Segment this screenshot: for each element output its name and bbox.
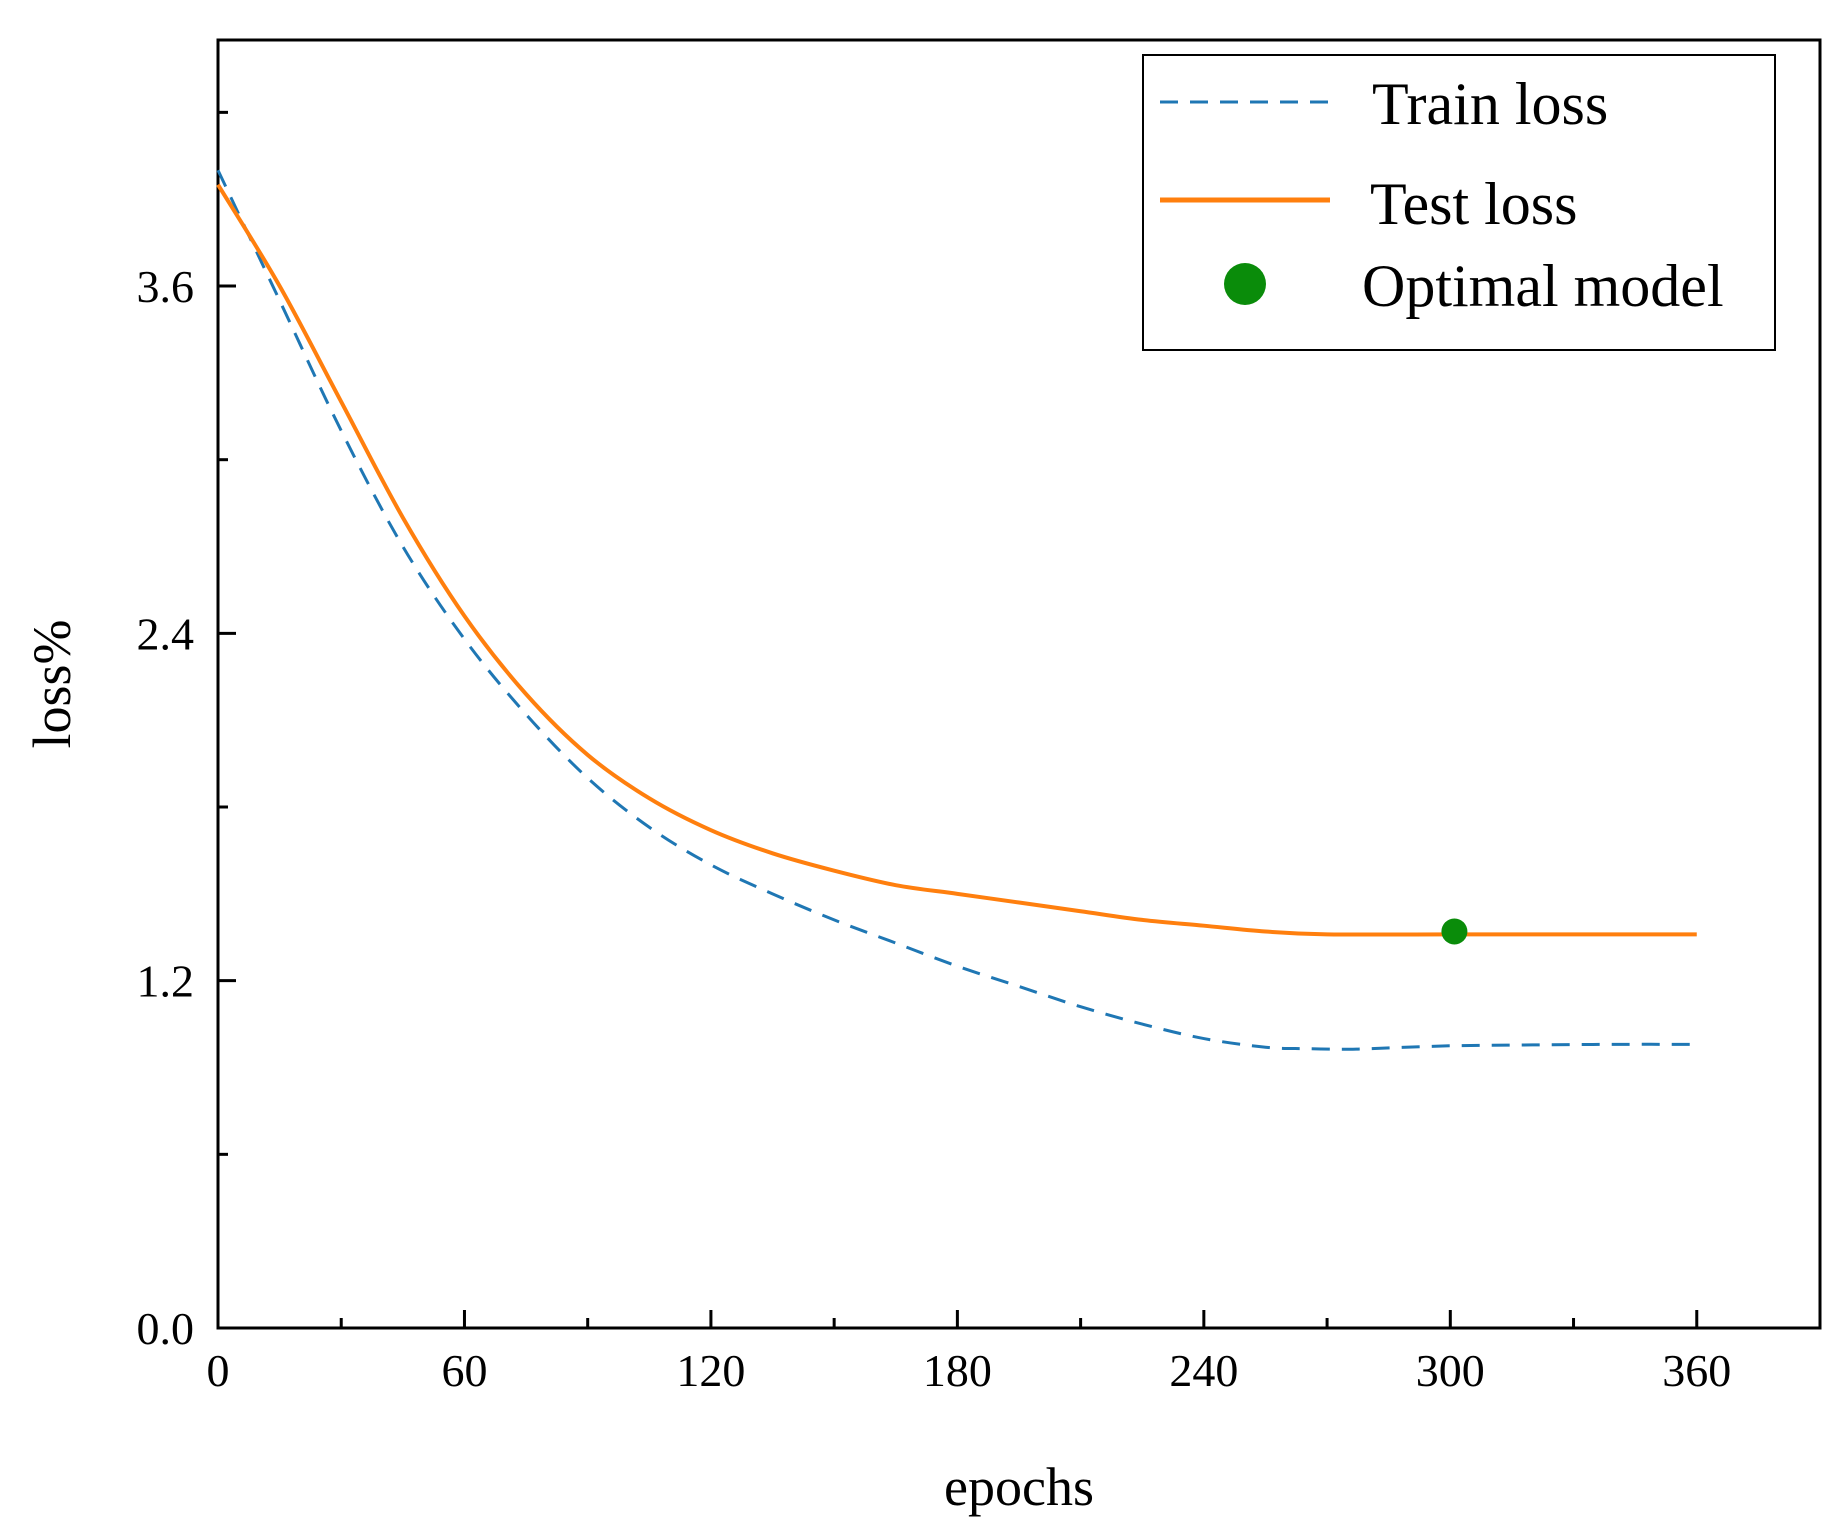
y-tick-label: 2.4: [137, 608, 195, 659]
x-tick-label: 240: [1169, 1345, 1238, 1396]
legend: Train loss Test loss Optimal model: [1142, 54, 1776, 351]
x-tick-label: 360: [1662, 1345, 1731, 1396]
y-tick-label: 0.0: [137, 1303, 195, 1354]
y-tick-label: 1.2: [137, 956, 195, 1007]
y-axis-title: loss%: [22, 619, 82, 748]
x-tick-label: 60: [441, 1345, 487, 1396]
test-loss-line: [216, 183, 1697, 937]
legend-optimal-label: Optimal model: [1362, 253, 1724, 319]
x-tick-label: 0: [207, 1345, 230, 1396]
legend-test-label: Test loss: [1370, 171, 1577, 237]
series-layer: [216, 169, 1697, 1051]
plot-frame: [216, 38, 1822, 1330]
plot-border: [216, 38, 1822, 1330]
x-tick-label: 180: [923, 1345, 992, 1396]
axis-ticks: [216, 110, 1699, 1330]
x-axis-title: epochs: [944, 1457, 1094, 1517]
train-loss-line: [216, 169, 1697, 1051]
optimal-model-point: [1441, 918, 1468, 945]
x-tick-label: 300: [1416, 1345, 1485, 1396]
tick-labels: 0 60 120 180 240 300 360 0.0 1.2 2.4 3.6: [137, 261, 1732, 1396]
x-tick-label: 120: [676, 1345, 745, 1396]
y-tick-label: 3.6: [137, 261, 195, 312]
legend-train-label: Train loss: [1372, 71, 1608, 137]
legend-optimal-swatch: [1224, 263, 1266, 305]
